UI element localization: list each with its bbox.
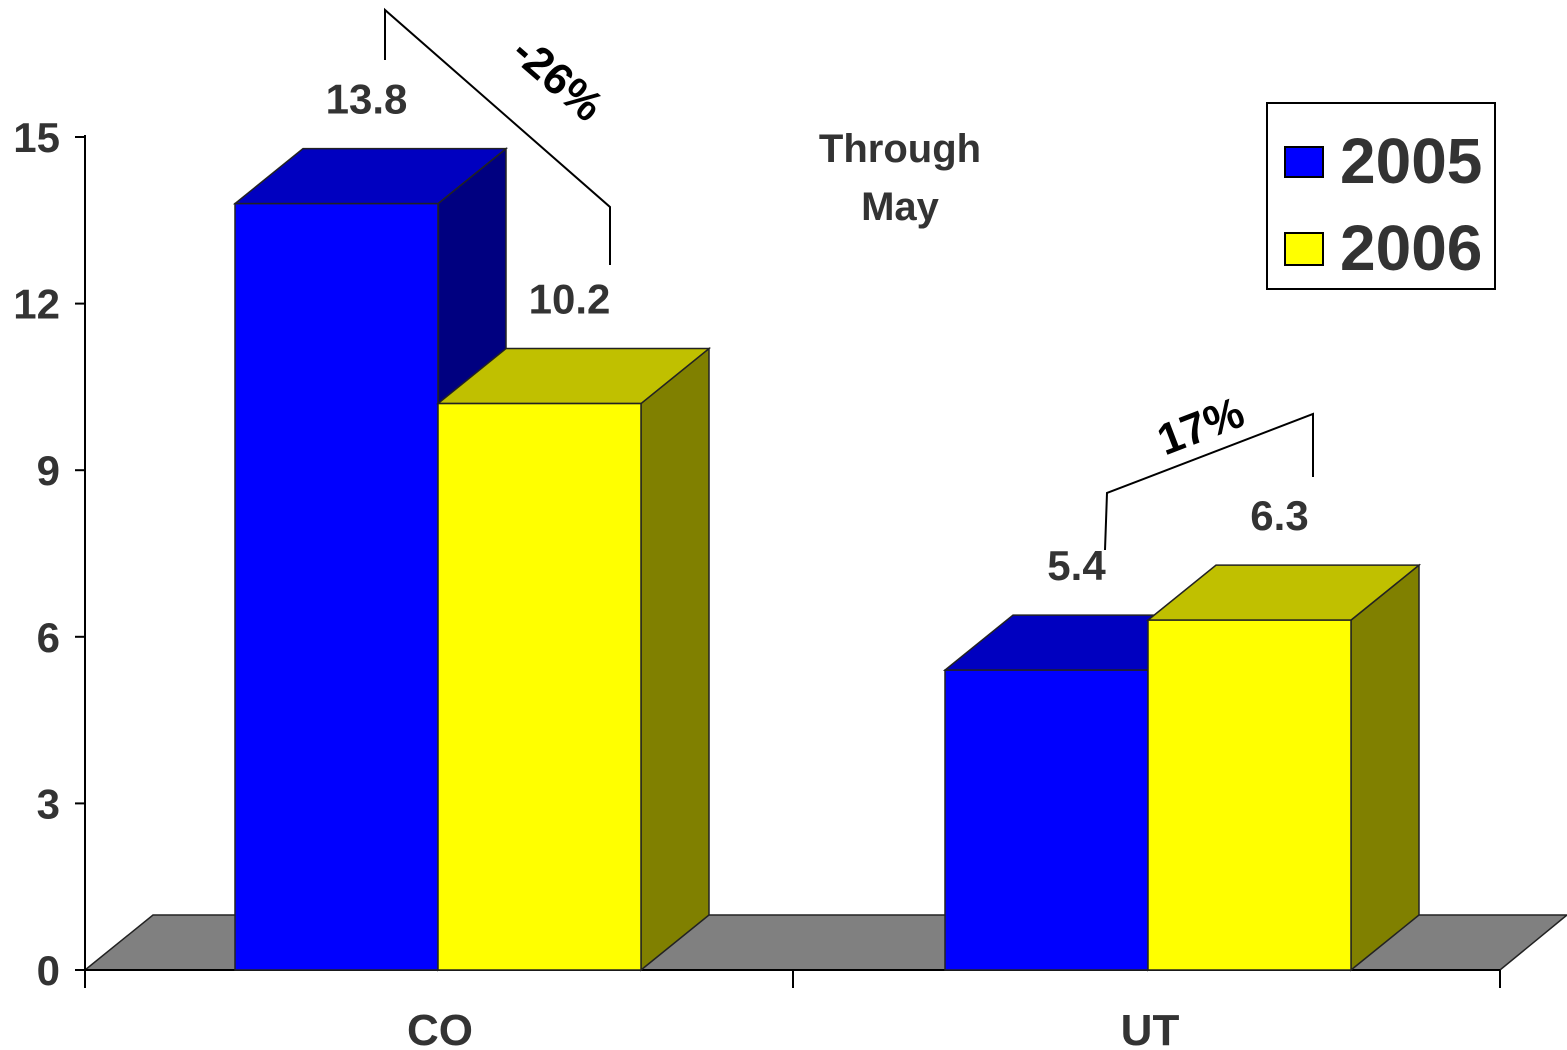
bar-front-face [437,402,642,971]
y-tick-label-4: 12 [13,281,60,328]
data-label-co-2006: 10.2 [529,276,611,323]
bar-side-face [640,346,710,972]
change-label-ut: 17% [1151,388,1251,465]
chart-note-line2: May [861,185,940,229]
data-labels: 13.8 10.2 5.4 6.3 [326,76,1309,589]
x-tick-label-co: CO [407,1006,473,1050]
x-axis-ticks: CO UT [84,970,1501,1050]
data-label-co-2005: 13.8 [326,76,408,123]
y-axis-ticks: 0 3 6 9 12 15 [13,114,85,994]
legend-swatch-2005 [1284,146,1324,178]
y-tick-label-1: 3 [37,780,60,827]
y-tick-label-2: 6 [37,614,60,661]
bar-front-face [944,669,1149,971]
legend-label-2005: 2005 [1340,125,1482,197]
change-bracket-ut [1104,412,1314,551]
y-tick-label-3: 9 [37,447,60,494]
bar-co-2006 [435,346,712,972]
data-label-ut-2006: 6.3 [1250,492,1308,539]
bars [232,147,1422,972]
bar-ut-2006 [1145,563,1422,972]
legend-swatch-2006 [1284,232,1324,266]
chart-note-line1: Through [819,127,981,171]
legend-label-2006: 2006 [1340,212,1482,284]
y-tick-label-5: 15 [13,114,60,161]
change-bracket-co [384,7,611,265]
bar-front-face [1147,619,1352,971]
x-tick-label-ut: UT [1121,1006,1180,1050]
data-label-ut-2005: 5.4 [1047,542,1106,589]
change-label-co: -26% [503,27,613,131]
y-tick-label-0: 0 [37,947,60,994]
legend: 2005 2006 [1266,102,1496,290]
bar-front-face [234,202,439,971]
bar-side-face [1350,563,1420,972]
